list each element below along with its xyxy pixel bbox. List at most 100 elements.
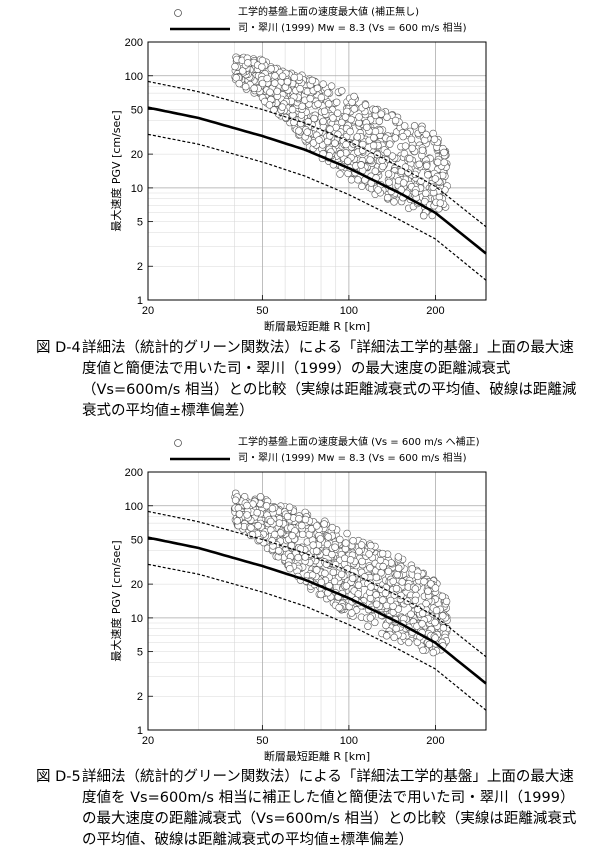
data-point xyxy=(353,133,361,141)
data-point xyxy=(381,589,390,597)
data-point xyxy=(415,160,423,169)
data-point xyxy=(283,77,292,86)
y-tick-label: 10 xyxy=(131,183,143,195)
data-point xyxy=(309,541,317,549)
x-tick-label: 100 xyxy=(340,305,358,317)
data-point xyxy=(315,136,323,144)
figure-d4: 20 50 100 200 1 2 5 10 20 50 100 200 断層最短距離 R [km] 最大… xyxy=(36,7,577,419)
data-point xyxy=(379,162,387,171)
data-point xyxy=(275,546,283,555)
data-point xyxy=(346,556,355,564)
data-point xyxy=(242,82,250,91)
data-point xyxy=(410,122,419,130)
data-point xyxy=(342,539,350,547)
data-point xyxy=(334,130,342,139)
data-point xyxy=(263,74,271,83)
data-point xyxy=(432,606,441,615)
data-point xyxy=(366,614,375,622)
data-point xyxy=(367,541,375,550)
data-point xyxy=(391,116,400,125)
data-point xyxy=(247,524,255,532)
data-point xyxy=(366,564,374,572)
caption-text: 詳細法（統計的グリーン関数法）による「詳細法工学的基盤」上面の最大速度値と簡便法… xyxy=(82,340,577,419)
data-point xyxy=(267,517,275,526)
data-point xyxy=(337,570,346,579)
data-point xyxy=(384,170,393,178)
data-point xyxy=(338,87,346,95)
figure-d5: 20 50 100 200 1 2 5 10 20 50 100 200 断層最短距離 R [km] 最大… xyxy=(0,430,600,849)
data-point xyxy=(321,569,329,578)
legend-label: 工学的基盤上面の速度最大値 (Vs = 600 m/s へ補正) xyxy=(238,437,480,448)
data-point xyxy=(418,146,427,155)
data-point xyxy=(373,150,381,159)
plot-frame xyxy=(147,41,487,301)
data-point xyxy=(387,596,395,605)
data-point xyxy=(298,530,307,539)
x-axis-label: 断層最短距離 R [km] xyxy=(264,319,370,333)
y-tick-label: 5 xyxy=(137,217,143,229)
data-point xyxy=(336,535,344,544)
data-point xyxy=(341,113,350,121)
data-point xyxy=(431,618,439,627)
data-point xyxy=(372,600,381,608)
data-point xyxy=(271,79,279,87)
data-point xyxy=(421,197,429,206)
data-point xyxy=(343,565,351,573)
data-point xyxy=(303,128,311,136)
data-point xyxy=(231,496,240,504)
data-point xyxy=(268,504,277,513)
data-point xyxy=(255,535,264,544)
data-point xyxy=(397,591,405,600)
data-point xyxy=(406,155,414,163)
data-point xyxy=(431,584,440,592)
data-point xyxy=(319,117,327,126)
data-point xyxy=(271,530,279,539)
data-point xyxy=(422,130,430,139)
y-tick-label: 10 xyxy=(131,613,143,625)
data-point xyxy=(417,177,425,185)
data-point xyxy=(317,93,326,102)
data-point xyxy=(258,63,266,71)
data-point xyxy=(323,540,332,549)
open-circle-icon xyxy=(174,9,182,17)
data-point xyxy=(310,114,318,123)
y-tick-label: 2 xyxy=(137,691,143,703)
data-point xyxy=(288,531,296,540)
data-point xyxy=(393,571,401,579)
data-point xyxy=(254,521,262,530)
data-point xyxy=(386,140,394,148)
data-point xyxy=(363,123,371,132)
y-axis-label: 最大速度 PGV [cm/sec] xyxy=(109,540,123,661)
data-point xyxy=(239,67,247,75)
data-point xyxy=(370,134,378,142)
data-point xyxy=(355,547,363,556)
data-point xyxy=(288,105,297,114)
data-point xyxy=(329,114,337,122)
data-point xyxy=(369,141,378,150)
data-point xyxy=(438,592,447,601)
y-tick-label: 50 xyxy=(131,105,143,117)
data-point xyxy=(436,199,444,207)
mean-plus-sigma-curve xyxy=(147,510,487,658)
data-point xyxy=(316,535,325,543)
data-point xyxy=(244,59,252,67)
data-point xyxy=(349,536,357,545)
data-point xyxy=(401,142,410,150)
data-point xyxy=(308,76,316,85)
mean-plus-sigma-curve xyxy=(147,80,487,228)
data-point xyxy=(271,72,279,80)
data-point xyxy=(430,135,439,144)
data-point xyxy=(325,100,333,108)
data-point xyxy=(346,127,354,136)
data-point xyxy=(371,106,380,114)
data-point xyxy=(371,167,379,175)
data-point xyxy=(298,102,306,111)
data-point xyxy=(394,553,403,561)
y-tick-label: 1 xyxy=(137,295,143,307)
data-point xyxy=(287,541,296,550)
data-point xyxy=(365,550,373,558)
data-point xyxy=(440,148,448,157)
data-point xyxy=(411,596,419,605)
data-point xyxy=(262,502,271,510)
mean-minus-sigma-curve xyxy=(147,133,487,281)
